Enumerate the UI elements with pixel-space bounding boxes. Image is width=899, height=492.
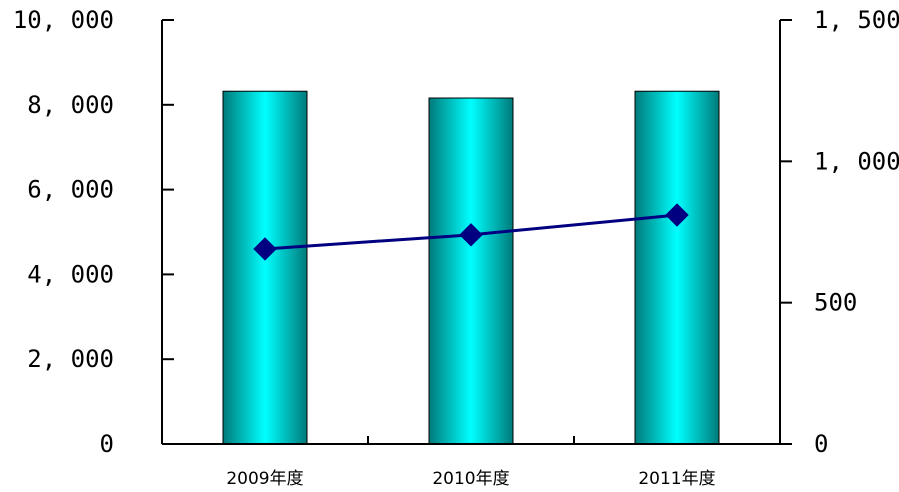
category-label-1: 2009年度 — [226, 469, 303, 489]
bars-layer — [222, 90, 720, 445]
line-point-3 — [665, 203, 689, 227]
left-tick-label-8000: 8, 000 — [27, 91, 114, 119]
bar-3 — [634, 90, 720, 445]
labels-layer: 0 2, 000 4, 000 6, 000 8, 000 10, 000 0 500 1, 0… — [13, 6, 899, 489]
left-tick-label-6000: 6, 000 — [27, 176, 114, 204]
right-tick-label-1000: 1, 000 — [814, 147, 899, 175]
category-label-3: 2011年度 — [638, 469, 715, 489]
left-tick-label-4000: 4, 000 — [27, 260, 114, 288]
right-tick-label-1500: 1, 500 — [814, 6, 899, 34]
line-point-1 — [253, 237, 277, 261]
line-point-2 — [459, 223, 483, 247]
right-tick-label-500: 500 — [814, 289, 857, 317]
bar-1 — [222, 90, 308, 445]
left-tick-label-2000: 2, 000 — [27, 345, 114, 373]
left-tick-label-10000: 10, 000 — [13, 6, 114, 34]
line-layer — [253, 203, 689, 261]
axes-layer — [161, 19, 792, 445]
right-tick-label-0: 0 — [814, 430, 828, 458]
bar-2 — [428, 97, 514, 445]
category-label-2: 2010年度 — [432, 469, 509, 489]
left-tick-label-0: 0 — [100, 430, 114, 458]
